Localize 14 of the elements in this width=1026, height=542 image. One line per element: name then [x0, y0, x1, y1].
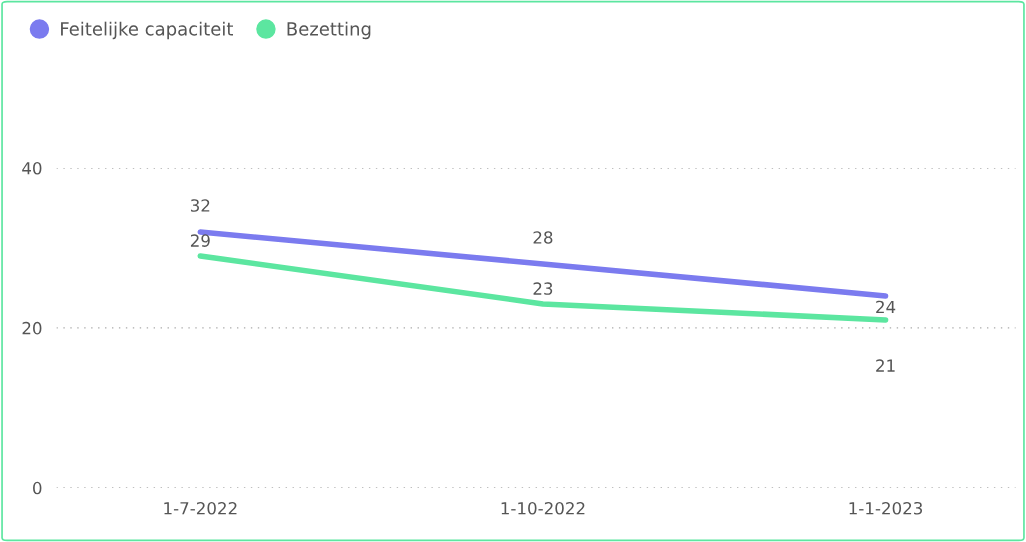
x-tick-label: 1-1-2023	[849, 501, 923, 515]
data-label: 24	[876, 300, 896, 314]
y-tick-label: 0	[33, 481, 42, 495]
y-tick-label: 40	[22, 161, 42, 175]
data-label: 21	[876, 359, 895, 372]
y-tick-label: 20	[22, 321, 42, 335]
legend-label: Bezetting	[287, 21, 371, 40]
legend-label: Feitelijke capaciteit	[61, 21, 234, 40]
x-tick-label: 1-10-2022	[501, 501, 585, 515]
data-label: 32	[190, 199, 210, 212]
data-label: 28	[533, 231, 553, 244]
x-tick-label: 1-7-2022	[164, 501, 237, 515]
data-label: 29	[190, 234, 210, 247]
data-label: 23	[533, 282, 553, 295]
